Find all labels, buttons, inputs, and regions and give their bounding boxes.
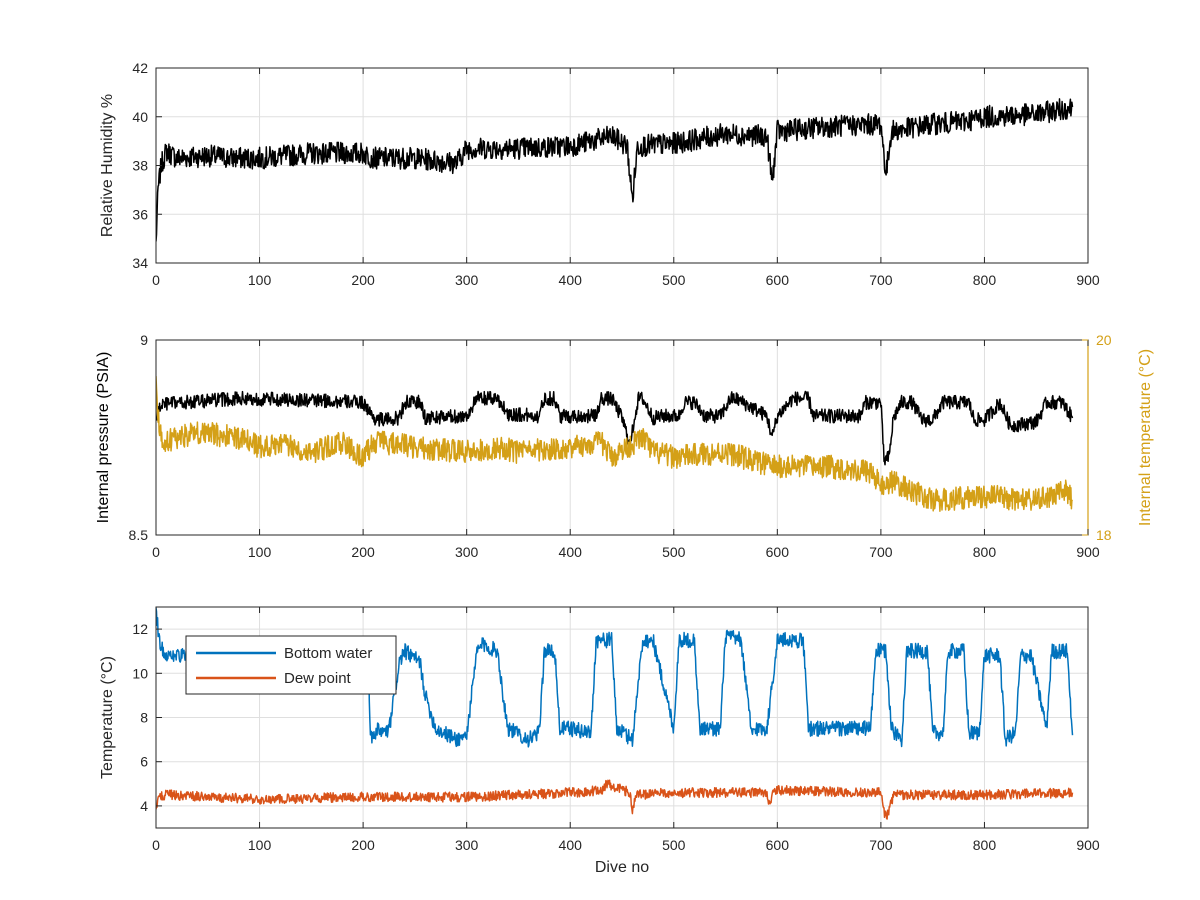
y2-tick-label: 20 bbox=[1096, 332, 1112, 348]
x-tick-label: 900 bbox=[1076, 272, 1100, 288]
legend-label: Bottom water bbox=[284, 645, 372, 662]
y-tick-label: 6 bbox=[140, 754, 148, 770]
x-tick-label: 800 bbox=[973, 272, 997, 288]
x-tick-label: 0 bbox=[152, 544, 160, 560]
y2-tick-label: 18 bbox=[1096, 527, 1112, 543]
legend-label: Dew point bbox=[284, 670, 352, 687]
x-tick-label: 700 bbox=[869, 837, 893, 853]
x-tick-label: 200 bbox=[351, 272, 375, 288]
y-tick-label: 8.5 bbox=[129, 527, 149, 543]
legend-box bbox=[185, 635, 397, 695]
legend: Bottom water Dew point bbox=[185, 635, 397, 695]
y-tick-label: 10 bbox=[132, 665, 148, 681]
x-tick-label: 400 bbox=[559, 544, 583, 560]
y-tick-label: 8 bbox=[140, 710, 148, 726]
x-tick-label: 300 bbox=[455, 544, 479, 560]
x-tick-label: 800 bbox=[973, 544, 997, 560]
series-line-panel-2-1 bbox=[156, 390, 1074, 466]
y-axis-label: Internal pressure (PSIA) bbox=[95, 352, 112, 524]
y-tick-label: 36 bbox=[132, 206, 148, 222]
x-tick-label: 700 bbox=[869, 544, 893, 560]
x-tick-label: 800 bbox=[973, 837, 997, 853]
x-axis-label: Dive no bbox=[595, 859, 649, 876]
y-tick-label: 4 bbox=[140, 798, 148, 814]
y-tick-label: 40 bbox=[132, 109, 148, 125]
x-tick-label: 400 bbox=[559, 837, 583, 853]
chart-panel-1: 0 100 200 300 400 500 600 700 800 900 34 36 38 40 42 Re… bbox=[99, 60, 1100, 288]
x-tick-label: 200 bbox=[351, 837, 375, 853]
chart-panel-2: 0 100 200 300 400 500 600 700 800 900 8.5 9 18 20 Inte… bbox=[95, 332, 1154, 560]
series-line-panel-2-2 bbox=[156, 376, 1074, 512]
x-tick-label: 900 bbox=[1076, 837, 1100, 853]
series-line-panel-1-1 bbox=[156, 98, 1074, 242]
x-tick-label: 500 bbox=[662, 837, 686, 853]
y-tick-label: 12 bbox=[132, 621, 148, 637]
x-tick-label: 100 bbox=[248, 272, 272, 288]
y-axis-label: Relative Humidity % bbox=[99, 94, 116, 237]
y-tick-label: 34 bbox=[132, 255, 148, 271]
x-tick-label: 900 bbox=[1076, 544, 1100, 560]
x-tick-label: 100 bbox=[248, 837, 272, 853]
y-tick-label: 38 bbox=[132, 158, 148, 174]
x-tick-label: 200 bbox=[351, 544, 375, 560]
x-tick-label: 600 bbox=[766, 837, 790, 853]
x-tick-label: 300 bbox=[455, 272, 479, 288]
y-axis-label: Temperature (°C) bbox=[99, 656, 116, 779]
y2-axis-label: Internal temperature (°C) bbox=[1137, 349, 1154, 526]
x-tick-label: 500 bbox=[662, 544, 686, 560]
x-tick-label: 400 bbox=[559, 272, 583, 288]
x-tick-label: 500 bbox=[662, 272, 686, 288]
chart-panel-3: 0 100 200 300 400 500 600 700 800 900 4 6 8 10 12 Tempe… bbox=[99, 606, 1100, 876]
series-line-dew-point bbox=[156, 779, 1074, 820]
x-tick-label: 100 bbox=[248, 544, 272, 560]
y-tick-label: 42 bbox=[132, 60, 148, 76]
x-tick-label: 600 bbox=[766, 544, 790, 560]
x-tick-label: 300 bbox=[455, 837, 479, 853]
x-tick-label: 0 bbox=[152, 272, 160, 288]
x-tick-label: 0 bbox=[152, 837, 160, 853]
x-tick-label: 600 bbox=[766, 272, 790, 288]
x-tick-label: 700 bbox=[869, 272, 893, 288]
y-tick-label: 9 bbox=[140, 332, 148, 348]
